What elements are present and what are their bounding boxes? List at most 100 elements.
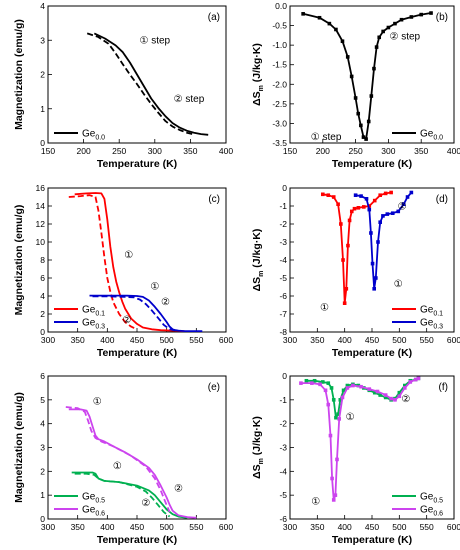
x-tick-label: 400 [338,522,352,532]
y-tick-label: -3.0 [272,118,287,128]
data-point [310,381,314,385]
x-tick-label: 200 [77,146,91,156]
data-point [336,202,340,206]
annotation: ② [161,297,170,308]
x-tick-label: 400 [100,522,114,532]
data-point [367,387,372,391]
x-tick-label: 300 [41,335,55,345]
y-tick-label: 0 [282,183,287,193]
data-point [374,276,378,280]
data-point [321,192,325,197]
data-point [352,206,357,211]
data-point [383,393,388,397]
y-tick-label: 0 [40,327,45,337]
data-point [370,261,375,266]
annotation: ① [124,250,133,261]
panel-e: 300 350 400 450 500 550 600 0 1 2 3 4 5 6 Temperature … [13,371,233,546]
y-tick-label: -5 [279,490,287,500]
data-point [390,211,395,215]
data-point [429,11,433,15]
panel-a: 150 200 250 300 350 400 0 1 2 3 4 Temperature (K) Ma… [13,1,233,170]
x-tick-label: 500 [160,335,174,345]
data-point [351,383,355,388]
data-point [334,415,338,420]
x-tick-label: 400 [100,335,114,345]
data-point [408,380,413,384]
data-point [353,193,358,197]
y-tick-label: -1.0 [272,40,287,50]
y-tick-label: 12 [36,219,46,229]
x-axis-label: Temperature (K) [332,347,412,359]
y-axis-label: ΔSm (J/kg·K) [251,416,265,479]
x-tick-label: 300 [283,522,297,532]
annotation: ② [401,394,410,405]
data-point [409,190,414,195]
data-point [353,96,358,100]
data-point [419,12,423,17]
data-point [378,220,382,224]
y-tick-label: 10 [36,237,46,247]
data-point [334,27,338,32]
data-point [389,396,393,401]
data-point [403,386,407,390]
data-point [383,191,388,196]
panel-d: 300 350 400 450 500 550 600 0 -1 -2 -3 -4 -5 -6 -7 -8 Te… [251,183,460,359]
annotation: ① [113,461,122,472]
x-tick-label: 600 [219,335,233,345]
y-tick-label: 16 [36,183,46,193]
panel-label: (c) [208,194,220,205]
y-tick-label: 4 [40,1,45,11]
data-point [338,398,343,402]
plot-area [301,11,433,141]
annotation: ② step [389,31,420,42]
legend-entry: Ge0.1 [420,305,443,318]
y-tick-label: 6 [40,371,45,381]
data-point [321,380,325,384]
y-tick-label: 0.0 [275,1,287,11]
x-tick-label: 400 [219,146,233,156]
data-point [337,417,341,421]
data-point [381,214,385,218]
y-tick-label: 2 [40,309,45,319]
data-point [346,243,350,248]
data-point [349,74,354,79]
x-tick-label: 500 [392,335,406,345]
plot-frame [47,187,227,333]
x-tick-label: 550 [189,335,203,345]
data-point [341,258,345,262]
data-point [299,381,303,385]
y-tick-label: -2 [279,419,287,429]
annotation: ② [398,202,407,213]
plot-frame [289,5,455,144]
series-line-dashed-1 [74,472,171,518]
y-tick-label: -3.5 [272,138,287,148]
data-point [356,111,361,116]
data-point [364,137,368,141]
series-line-Ge0.1 [74,192,185,332]
y-axis-label: Magnetization (emu/g) [13,19,25,130]
data-point [374,45,379,49]
data-point [367,207,372,212]
data-point [336,412,340,416]
data-point [333,493,338,497]
data-point [397,394,402,399]
y-tick-label: 0 [40,514,45,524]
y-tick-label: -4 [279,255,287,265]
plot-area [86,32,209,136]
data-point [361,135,366,139]
data-point [301,12,305,16]
x-tick-label: 250 [349,146,363,156]
plot-frame [47,375,227,520]
data-point [378,193,382,197]
data-point [304,378,309,383]
x-axis-label: Temperature (K) [332,534,412,546]
series-line-dashed-3 [65,406,171,513]
data-point [369,94,374,98]
y-tick-label: -0.5 [272,21,287,31]
x-axis-label: Temperature (K) [97,158,177,170]
data-point [328,433,333,438]
x-tick-label: 300 [41,522,55,532]
data-point [347,218,352,223]
y-axis-label: Magnetization (emu/g) [13,205,25,316]
data-point [326,402,331,407]
